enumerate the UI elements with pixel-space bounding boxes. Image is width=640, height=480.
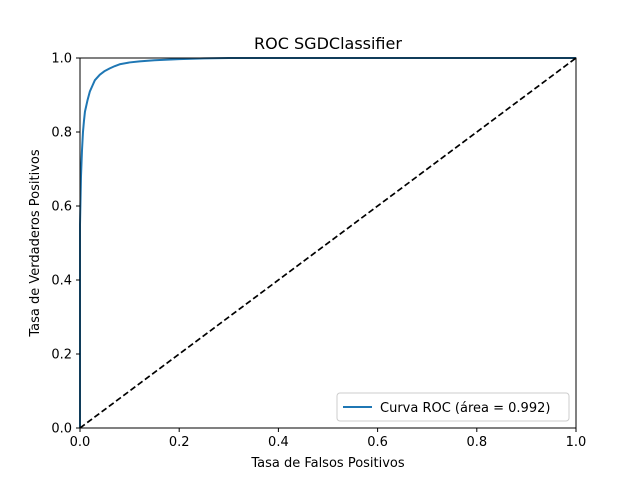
x-tick-label: 1.0: [566, 435, 587, 450]
x-tick-label: 0.6: [367, 435, 388, 450]
legend: Curva ROC (área = 0.992): [336, 392, 570, 422]
y-tick-label: 0.4: [51, 274, 72, 289]
y-axis-label: Tasa de Verdaderos Positivos: [28, 149, 43, 337]
plot-frame: [79, 57, 577, 429]
legend-entry: Curva ROC (área = 0.992): [380, 401, 550, 416]
x-axis-label: Tasa de Falsos Positivos: [250, 456, 405, 471]
x-tick-label: 0.8: [466, 435, 487, 450]
y-tick-label: 0.8: [51, 126, 72, 141]
random-baseline-line: [79, 57, 577, 429]
y-tick-label: 0.6: [51, 200, 72, 215]
y-tick-label: 1.0: [51, 52, 72, 67]
y-tick-label: 0.0: [51, 422, 72, 437]
x-tick-label: 0.4: [268, 435, 289, 450]
chart-title: ROC SGDClassifier: [254, 34, 402, 53]
x-tick-label: 0.2: [169, 435, 190, 450]
legend-box: [336, 392, 570, 422]
x-tick-label: 0.0: [70, 435, 91, 450]
y-tick-label: 0.2: [51, 348, 72, 363]
